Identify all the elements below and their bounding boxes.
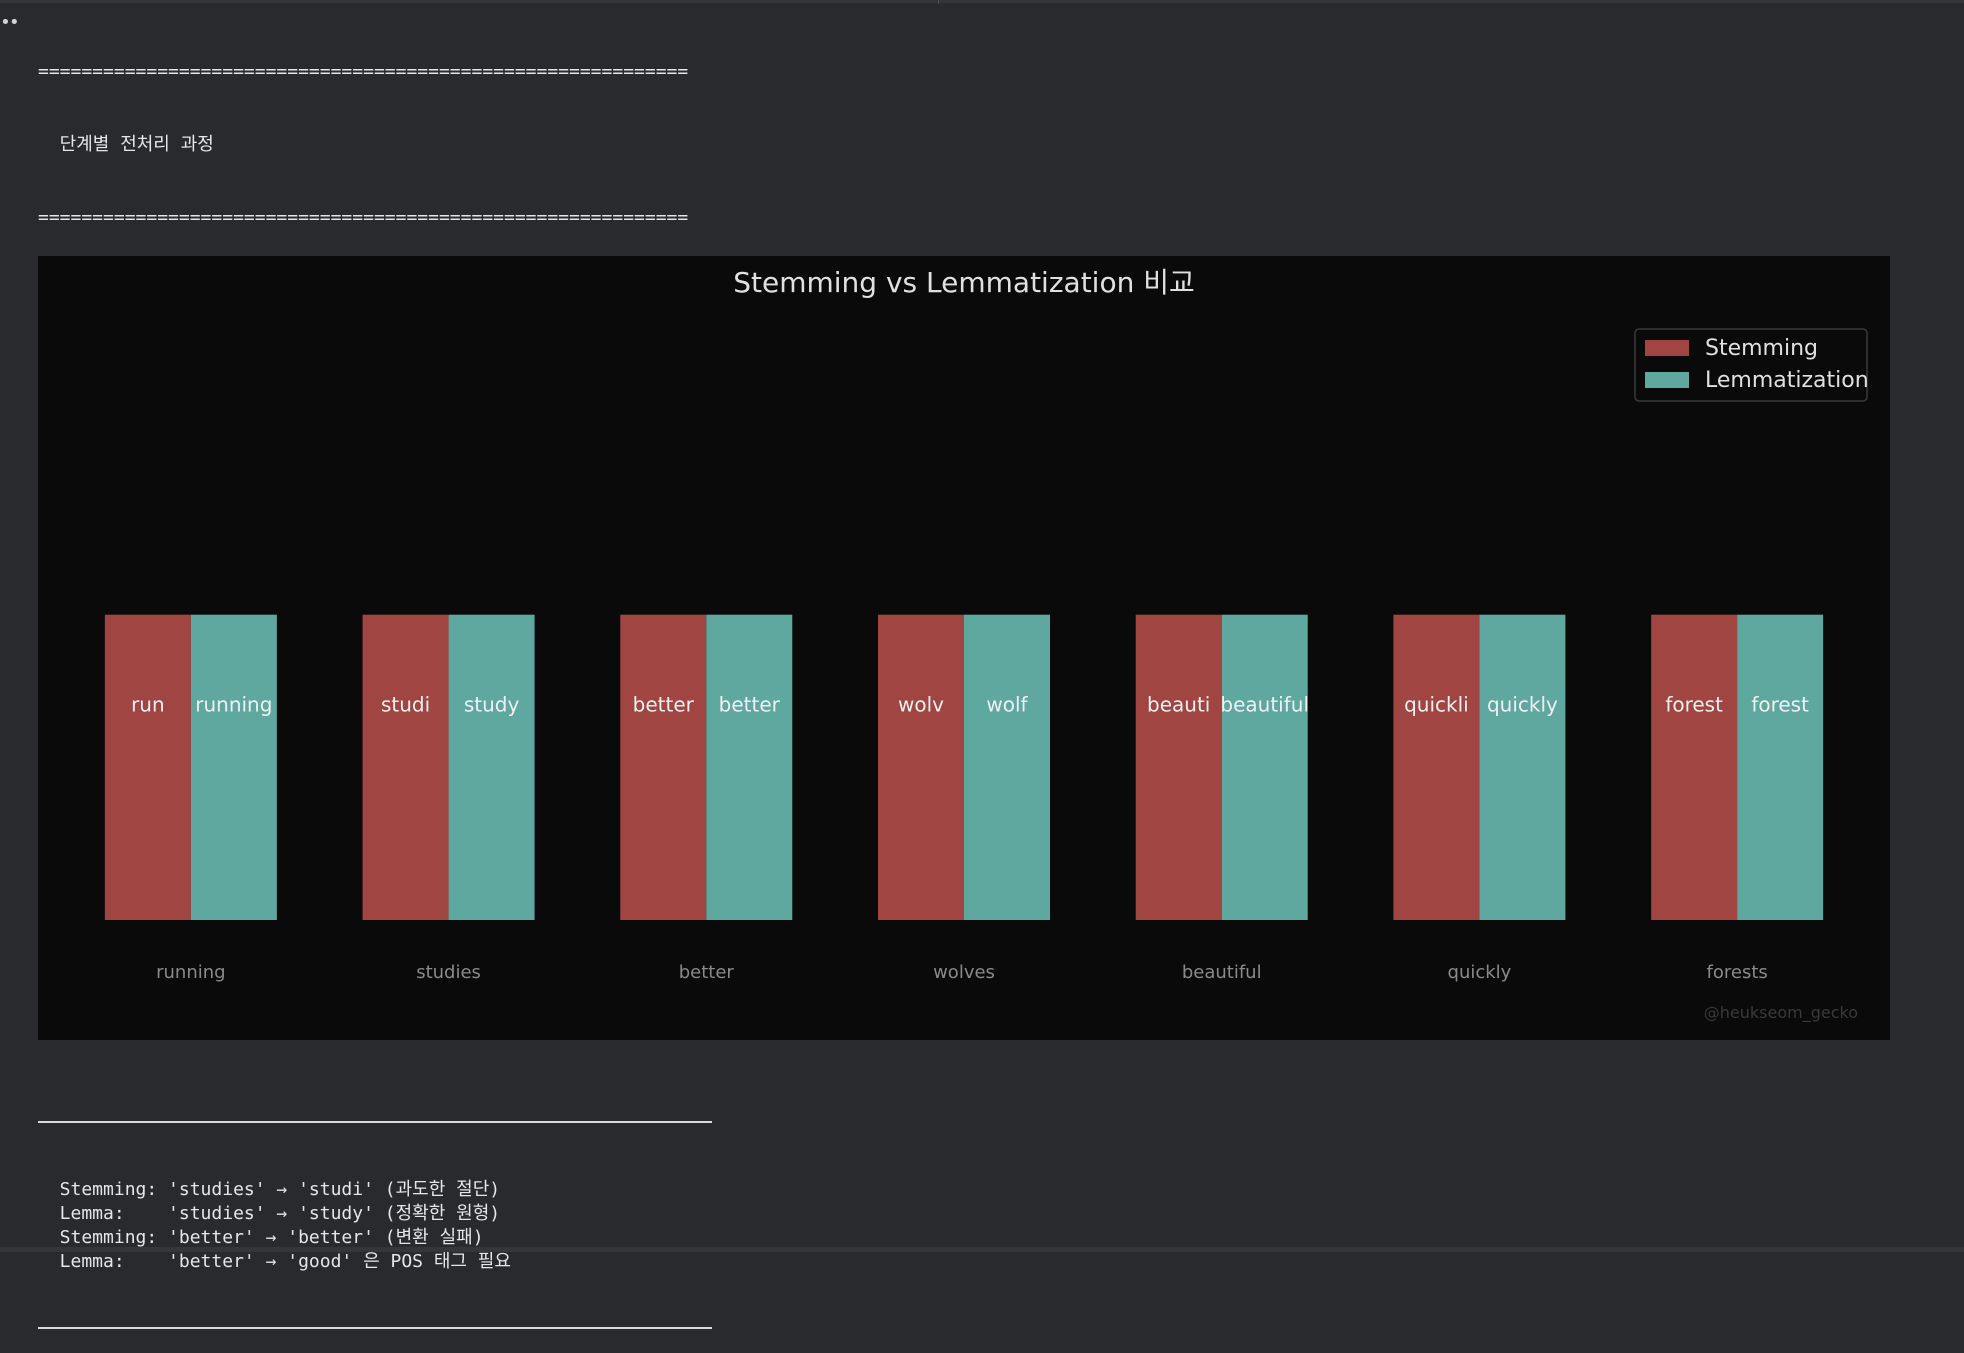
bar-label: beauti [1147, 693, 1210, 717]
legend-label: Stemming [1705, 336, 1818, 361]
bar-stemming [1651, 614, 1738, 920]
bar-stemming [878, 614, 964, 920]
top-border [0, 0, 1964, 3]
bar-label: quickli [1404, 693, 1469, 717]
bar-label: better [719, 693, 781, 717]
legend-label: Lemmatization [1705, 368, 1869, 393]
notes-block: Stemming: 'studies' → 'studi' (과도한 절단) L… [38, 1073, 712, 1353]
bar-lemmatization [190, 614, 277, 920]
bar-label: forest [1751, 693, 1809, 717]
bar-lemmatization [964, 614, 1050, 920]
cell-output-menu-icon[interactable]: •• [0, 12, 20, 33]
x-tick-label: running [156, 962, 225, 983]
x-tick-label: wolves [933, 962, 995, 983]
separator-line: ========================================… [38, 61, 689, 83]
bar-stemming [620, 614, 707, 920]
divider-line [38, 1121, 712, 1124]
bar-label: quickly [1487, 693, 1558, 717]
bar-label: beautiful [1220, 693, 1309, 717]
divider-line [38, 1327, 712, 1330]
chart-figure: Stemming vs Lemmatization 비교 run running ru… [38, 256, 1890, 1040]
bar-stemming [1135, 614, 1222, 920]
x-tick-label: studies [416, 962, 481, 983]
x-tick-label: better [679, 962, 735, 983]
chart-svg: Stemming vs Lemmatization 비교 run running ru… [104, 266, 1869, 1023]
note-line: Stemming: 'better' → 'better' (변환 실패) [38, 1227, 484, 1249]
note-line: Lemma: 'studies' → 'study' (정확한 원형) [38, 1203, 501, 1225]
bar-lemmatization [1479, 614, 1566, 920]
x-tick-label: forests [1707, 962, 1768, 983]
bar-lemmatization [1221, 614, 1308, 920]
separator-line: ========================================… [38, 206, 689, 228]
bar-label: running [195, 693, 272, 717]
bar-stemming [362, 614, 449, 920]
note-line: Stemming: 'studies' → 'studi' (과도한 절단) [38, 1178, 501, 1200]
bar-label: studi [381, 693, 430, 717]
bar-label: wolf [986, 693, 1028, 717]
chart-watermark: @heukseom_gecko [1704, 1003, 1858, 1023]
bar-label: wolv [898, 693, 944, 717]
bar-label: forest [1665, 693, 1723, 717]
bar-stemming [104, 614, 191, 920]
legend-swatch [1645, 340, 1689, 356]
bar-label: study [464, 693, 520, 717]
bar-label: run [131, 693, 165, 717]
bar-stemming [1393, 614, 1480, 920]
top-border-mark [938, 0, 939, 4]
bar-label: better [633, 693, 695, 717]
x-tick-label: quickly [1448, 962, 1512, 983]
bottom-border [0, 1247, 1964, 1252]
x-tick-label: beautiful [1182, 962, 1262, 983]
bar-lemmatization [448, 614, 535, 920]
bar-lemmatization [1737, 614, 1824, 920]
bar-lemmatization [706, 614, 793, 920]
chart-legend [1634, 328, 1868, 402]
note-line: Lemma: 'better' → 'good' 은 POS 태그 필요 [38, 1251, 511, 1273]
chart-title: Stemming vs Lemmatization 비교 [733, 266, 1195, 299]
output-header: 단계별 전처리 과정 [38, 134, 214, 155]
legend-swatch [1645, 372, 1689, 388]
